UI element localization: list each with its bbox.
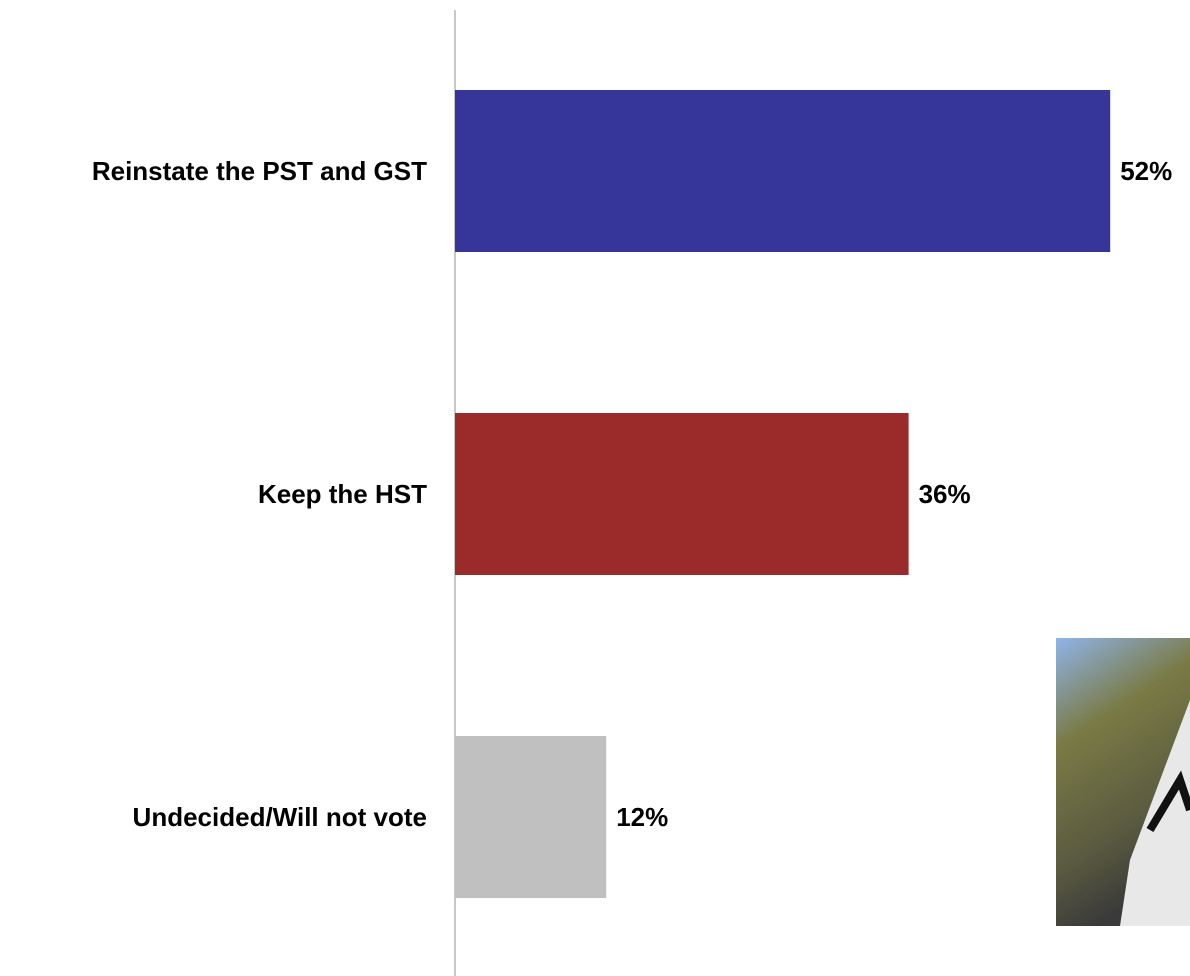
category-label: Undecided/Will not vote [133,802,427,832]
value-label: 52% [1120,156,1172,186]
bar [455,90,1111,252]
bar [455,736,607,898]
category-label: Reinstate the PST and GST [92,156,427,186]
category-label: Keep the HST [258,479,427,509]
value-label: 36% [919,479,971,509]
value-label: 12% [616,802,668,832]
bar [455,413,909,575]
photo [1056,638,1190,926]
